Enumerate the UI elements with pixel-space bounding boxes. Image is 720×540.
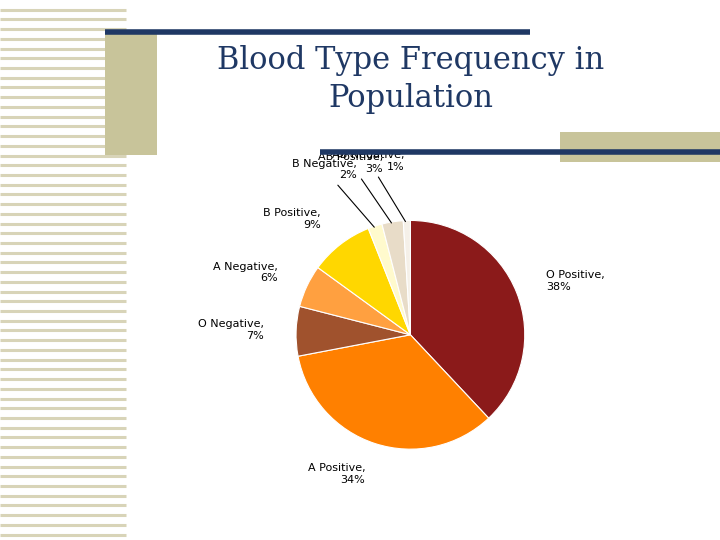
Wedge shape: [369, 224, 410, 335]
Wedge shape: [300, 268, 410, 335]
Text: AB Positive,
3%: AB Positive, 3%: [318, 152, 392, 223]
Text: B Negative,
2%: B Negative, 2%: [292, 159, 374, 227]
Wedge shape: [403, 220, 410, 335]
Text: A Negative,
6%: A Negative, 6%: [213, 262, 278, 284]
Text: O Positive,
38%: O Positive, 38%: [546, 270, 606, 292]
Wedge shape: [298, 335, 489, 449]
Text: A Positive,
34%: A Positive, 34%: [307, 463, 365, 485]
Wedge shape: [382, 221, 410, 335]
Text: AB Negative,
1%: AB Negative, 1%: [333, 150, 405, 221]
Wedge shape: [296, 306, 410, 356]
Text: B Positive,
9%: B Positive, 9%: [263, 208, 320, 230]
Text: Blood Type Frequency in
Population: Blood Type Frequency in Population: [217, 45, 604, 114]
Text: O Negative,
7%: O Negative, 7%: [198, 319, 264, 341]
Wedge shape: [318, 228, 410, 335]
Wedge shape: [410, 220, 525, 418]
